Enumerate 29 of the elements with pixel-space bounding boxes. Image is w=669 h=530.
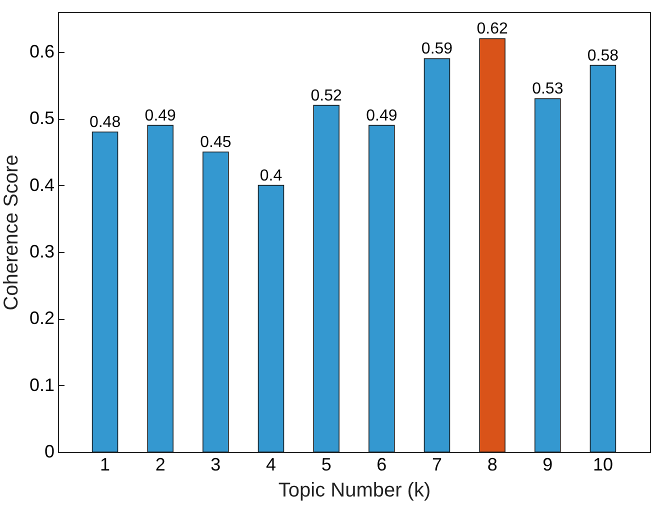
data-label: 0.49	[366, 107, 398, 124]
x-tick-label: 9	[542, 454, 553, 474]
data-label: 0.62	[476, 20, 508, 38]
y-tick-label: 0.4	[29, 174, 54, 195]
y-tick-label: 0.6	[29, 42, 54, 62]
x-tick-label: 1	[100, 454, 110, 474]
data-label: 0.45	[200, 134, 232, 151]
y-tick-label: 0.3	[29, 242, 54, 262]
x-tick-label: 2	[155, 454, 166, 474]
y-tick-label: 0.5	[29, 108, 54, 128]
y-tick-label: 0	[44, 442, 54, 462]
data-label: 0.53	[532, 80, 564, 98]
x-tick-label: 4	[266, 454, 276, 474]
x-tick-label: 3	[210, 454, 221, 474]
data-label: 0.4	[260, 167, 282, 184]
data-label: 0.48	[89, 114, 121, 131]
x-tick-label: 5	[321, 454, 332, 474]
data-label: 0.52	[310, 87, 342, 104]
data-label: 0.49	[144, 107, 176, 124]
x-axis-title: Topic Number (k)	[278, 480, 431, 502]
x-tick-label: 7	[432, 454, 442, 474]
x-tick-label: 6	[376, 454, 387, 474]
data-label: 0.59	[421, 40, 453, 58]
x-tick-label: 10	[592, 454, 613, 474]
y-axis-title: Coherence Score	[0, 154, 22, 310]
data-label: 0.58	[587, 47, 619, 64]
y-tick-label: 0.1	[29, 374, 54, 395]
y-tick-label: 0.2	[29, 308, 54, 328]
x-tick-label: 8	[487, 454, 498, 474]
